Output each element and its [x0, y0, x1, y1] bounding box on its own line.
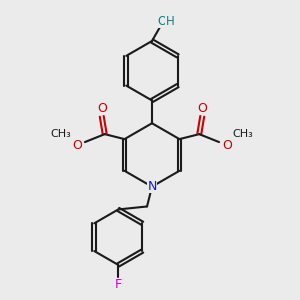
Text: O: O: [157, 15, 167, 28]
Text: N: N: [147, 180, 157, 193]
Text: CH₃: CH₃: [232, 129, 253, 139]
Text: CH₃: CH₃: [51, 129, 71, 139]
Text: O: O: [222, 139, 232, 152]
Text: F: F: [115, 278, 122, 291]
Text: O: O: [97, 102, 107, 115]
Text: O: O: [197, 102, 207, 115]
Text: H: H: [165, 15, 174, 28]
Text: O: O: [72, 139, 82, 152]
